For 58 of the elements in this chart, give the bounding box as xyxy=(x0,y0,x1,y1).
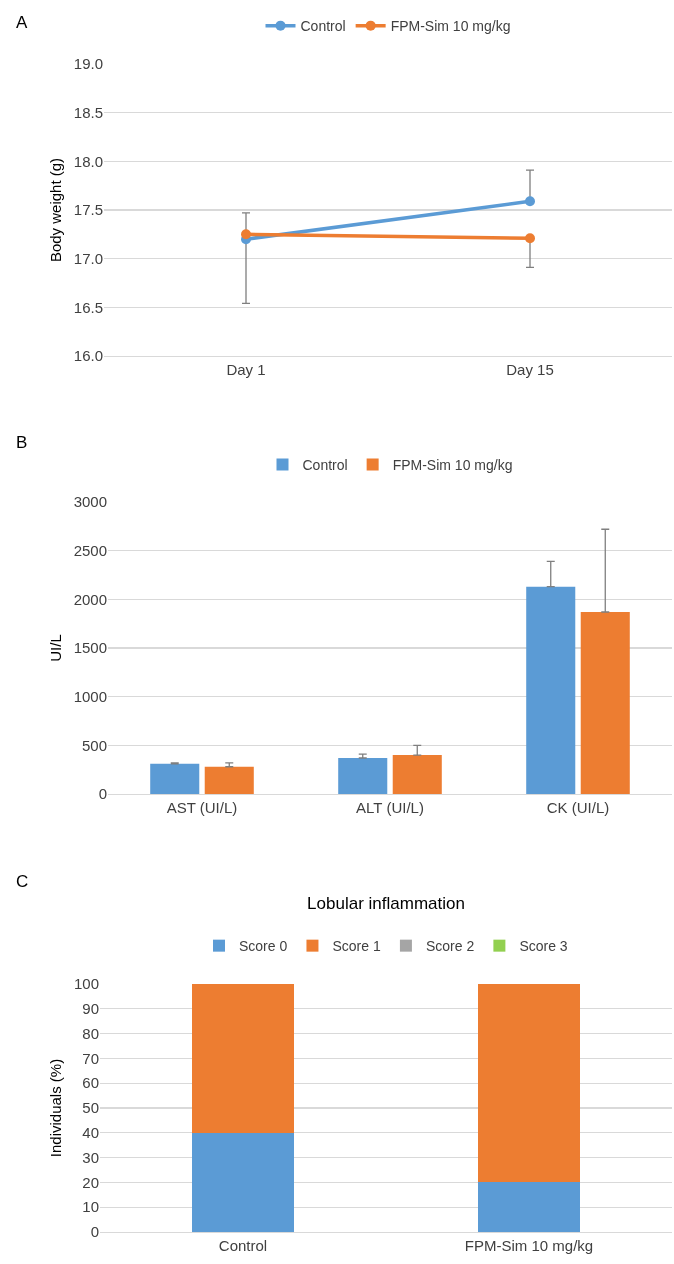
bar xyxy=(150,763,200,794)
y-tick-label: 0 xyxy=(98,785,107,803)
y-tick-label: 17.5 xyxy=(73,201,103,219)
y-tick-label: 10 xyxy=(82,1198,99,1216)
legend-label: Score 3 xyxy=(519,938,568,955)
text: C xyxy=(16,872,29,891)
y-tick-label: 19.0 xyxy=(73,55,103,73)
y-axis-title: Body weight (g) xyxy=(47,157,65,263)
x-tick-label: Day 15 xyxy=(506,361,554,379)
y-tick-label: 30 xyxy=(82,1148,99,1166)
y-tick-label: 17.0 xyxy=(73,249,103,267)
x-tick-label: ALT (UI/L) xyxy=(356,799,424,817)
x-tick-label: Day 1 xyxy=(226,361,266,379)
y-tick-label: 50 xyxy=(82,1099,99,1117)
x-tick-label: AST (UI/L) xyxy=(166,799,238,817)
y-axis-title: Individuals (%) xyxy=(47,1058,65,1158)
y-tick-label: 1000 xyxy=(73,687,107,705)
y-tick-label: 80 xyxy=(82,1024,99,1042)
x-tick-label: CK (UI/L) xyxy=(546,799,610,817)
y-tick-label: 18.0 xyxy=(73,152,103,170)
bar xyxy=(338,757,388,794)
bar xyxy=(477,1182,581,1232)
legend-label: Control xyxy=(302,456,348,473)
y-axis-title: UI/L xyxy=(46,634,64,662)
bar xyxy=(477,984,581,1183)
y-tick-label: 16.0 xyxy=(73,347,103,365)
y-tick-label: 16.5 xyxy=(73,298,103,316)
y-tick-label: 2000 xyxy=(73,590,107,608)
bar xyxy=(191,1132,295,1232)
y-tick-label: 3000 xyxy=(73,493,107,511)
y-tick-label: 0 xyxy=(90,1223,99,1241)
y-tick-label: 40 xyxy=(82,1124,99,1142)
bar xyxy=(392,755,442,794)
legend-label: Control xyxy=(300,18,346,35)
y-tick-label: 20 xyxy=(82,1173,99,1191)
point xyxy=(525,196,535,207)
bar xyxy=(580,611,630,794)
y-tick-label: 500 xyxy=(81,736,107,754)
y-tick-label: 60 xyxy=(82,1074,99,1092)
y-tick-label: 100 xyxy=(73,975,99,993)
y-tick-label: 70 xyxy=(82,1049,99,1067)
legend-label: Score 0 xyxy=(239,938,288,955)
y-tick-label: 90 xyxy=(82,1000,99,1018)
text: A xyxy=(16,13,28,32)
text: B xyxy=(16,433,28,452)
point xyxy=(241,229,251,240)
bar xyxy=(191,984,295,1133)
bar xyxy=(204,766,254,794)
y-tick-label: 2500 xyxy=(73,541,107,559)
y-tick-label: 18.5 xyxy=(73,103,103,121)
y-tick-label: 1500 xyxy=(73,639,107,657)
legend-label: Score 1 xyxy=(332,938,381,955)
legend-label: FPM-Sim 10 mg/kg xyxy=(390,18,511,35)
chart-title: Lobular inflammation xyxy=(307,893,465,913)
bar xyxy=(526,586,576,794)
point xyxy=(525,233,535,244)
legend-label: Score 2 xyxy=(425,938,475,955)
legend-label: FPM-Sim 10 mg/kg xyxy=(392,456,513,473)
